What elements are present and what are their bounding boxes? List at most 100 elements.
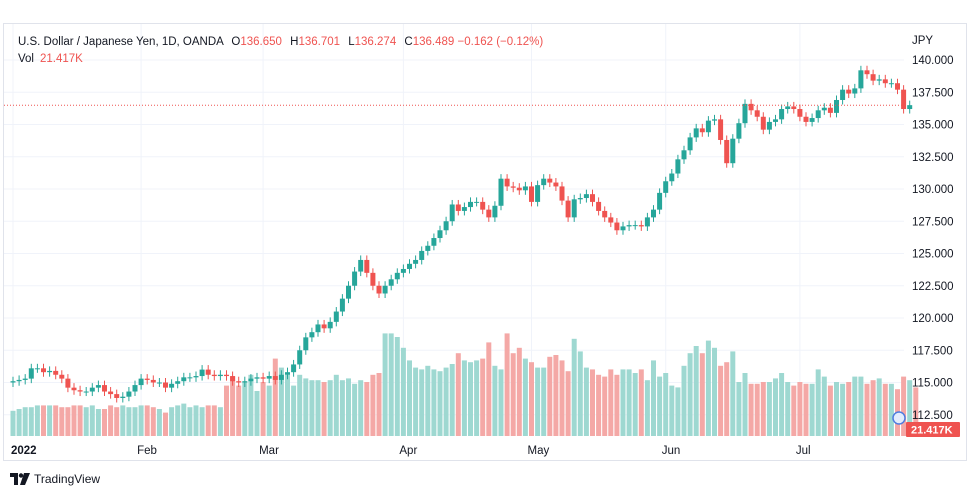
candle-body [657,192,663,210]
candle-body [742,103,748,124]
volume-bar [620,369,626,436]
candle-body [614,222,620,231]
volume-bar [797,382,803,436]
volume-bar [852,376,858,436]
candle-body [620,226,626,231]
tradingview-logo-icon [10,473,30,485]
candle-body [394,272,400,280]
currency-label: JPY [912,35,934,47]
volume-bar [437,371,443,436]
volume-bar [754,383,760,436]
volume-bar [474,360,480,436]
volume-bar [126,407,132,436]
candle-body [852,88,858,94]
volume-bar [712,347,717,436]
candle-body [10,381,16,383]
candle-body [211,374,217,377]
candle-body [217,374,223,377]
candle-body [272,376,278,380]
candle-body [632,225,638,227]
volume-bar [742,373,748,436]
candle-body [785,106,791,110]
candle-body [285,372,290,375]
volume-bar [870,380,876,436]
candle-body [278,374,284,380]
volume-bar [748,383,754,436]
volume-bar [199,407,205,436]
candle-body [419,250,425,260]
volume-bar [352,383,358,436]
volume-bar [779,373,785,436]
candle-body [16,379,22,382]
candle-body [407,263,412,269]
candle-body [474,201,480,203]
volume-bar [547,356,553,436]
x-axis-tick-label: May [528,445,550,457]
candle-body [870,74,876,81]
candle-body [34,368,40,370]
candle-body [809,118,815,122]
candle-body [547,178,553,183]
candle-body [95,385,101,388]
volume-bar [803,383,809,436]
volume-bar [577,351,583,436]
volume-bar [583,367,589,436]
volume-bar [821,376,827,436]
volume-bar [10,410,16,436]
candle-body [339,298,345,312]
candle-body [876,79,882,81]
candle-body [376,285,382,294]
candle-body [425,245,431,251]
volume-bar [553,355,559,436]
y-axis-tick-label: 135.000 [912,120,954,132]
volume-bar [492,365,498,436]
candle-body [864,70,870,75]
candle-body [175,381,181,384]
volume-bar [181,403,187,436]
candle-body [437,230,443,239]
volume-bar [419,369,425,436]
volume-bar [193,405,199,436]
volume-bar [736,382,742,436]
volume-bar [766,382,772,436]
candle-body [535,185,541,202]
candle-body [907,105,913,110]
volume-bar [705,340,711,436]
candle-body [596,201,602,211]
volume-bar [644,380,650,436]
y-axis-tick-label: 130.000 [912,184,954,196]
volume-bar [663,373,669,436]
volume-bar [559,360,565,436]
candle-body [144,378,150,380]
candle-body [498,178,504,206]
volume-bar [346,378,351,436]
candle-body [126,391,132,397]
candle-body [846,89,852,94]
footer-branding[interactable]: TradingView [10,472,100,486]
candle-body [193,376,199,378]
volume-bar [217,407,223,436]
volume-label: Vol [18,53,34,65]
candle-body [827,107,833,113]
volume-bar [522,358,528,436]
volume-bar [205,405,211,436]
candle-body [815,110,821,119]
volume-bar [242,382,248,436]
candle-body [571,199,577,218]
volume-bar [529,362,534,436]
volume-bar [254,391,260,436]
candle-body [187,377,193,379]
candle-body [486,209,492,218]
volume-bar [138,405,144,436]
volume-bar [187,407,193,436]
volume-bar [834,382,839,436]
candle-body [736,123,742,139]
candle-body [297,350,303,365]
candle-body [333,311,339,322]
volume-bar [321,382,327,436]
candle-body [705,120,711,133]
candle-body [327,321,333,329]
volume-bar [315,380,321,436]
candle-body [779,109,785,120]
